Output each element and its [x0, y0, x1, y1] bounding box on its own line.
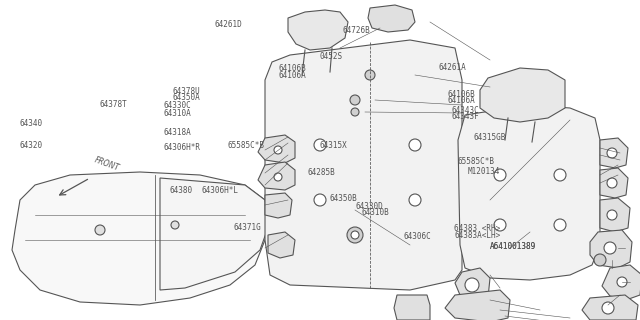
Polygon shape: [600, 168, 628, 198]
Text: 64343C: 64343C: [451, 106, 479, 115]
Text: A641001389: A641001389: [490, 242, 536, 251]
Text: 64285B: 64285B: [307, 168, 335, 177]
Text: 64350A: 64350A: [173, 93, 200, 102]
Text: 64315X: 64315X: [320, 141, 348, 150]
Polygon shape: [600, 138, 628, 168]
Text: 64310A: 64310A: [163, 109, 191, 118]
Polygon shape: [394, 295, 430, 320]
Polygon shape: [282, 210, 365, 265]
Circle shape: [607, 148, 617, 158]
Polygon shape: [600, 198, 630, 232]
Text: 0452S: 0452S: [320, 52, 343, 60]
Polygon shape: [288, 10, 348, 50]
Text: 64106A: 64106A: [278, 71, 306, 80]
Text: 64106A: 64106A: [448, 96, 476, 105]
Circle shape: [465, 278, 479, 292]
Polygon shape: [258, 162, 295, 190]
Text: M120134: M120134: [467, 167, 500, 176]
Circle shape: [274, 173, 282, 181]
Text: 64383A<LH>: 64383A<LH>: [454, 231, 500, 240]
Polygon shape: [445, 290, 510, 320]
Circle shape: [350, 95, 360, 105]
Circle shape: [347, 227, 363, 243]
Text: 64330D: 64330D: [355, 202, 383, 211]
Text: 64306C: 64306C: [403, 232, 431, 241]
Circle shape: [294, 219, 330, 255]
Polygon shape: [160, 178, 270, 290]
Text: 64383 <RH>: 64383 <RH>: [454, 224, 500, 233]
Polygon shape: [258, 135, 295, 163]
Text: 64261A: 64261A: [438, 63, 466, 72]
Circle shape: [95, 225, 105, 235]
Polygon shape: [582, 295, 638, 320]
Text: 65585C*B: 65585C*B: [227, 141, 264, 150]
Polygon shape: [458, 105, 600, 280]
Text: 64330C: 64330C: [163, 101, 191, 110]
Circle shape: [607, 210, 617, 220]
Circle shape: [351, 231, 359, 239]
Circle shape: [317, 219, 353, 255]
Circle shape: [365, 70, 375, 80]
Circle shape: [325, 227, 345, 247]
Text: 64318A: 64318A: [163, 128, 191, 137]
Circle shape: [274, 146, 282, 154]
Polygon shape: [455, 268, 490, 302]
Text: 64306H*L: 64306H*L: [202, 186, 239, 195]
Polygon shape: [480, 68, 565, 122]
Circle shape: [554, 169, 566, 181]
Circle shape: [351, 108, 359, 116]
Circle shape: [617, 277, 627, 287]
Text: 64261D: 64261D: [214, 20, 242, 28]
Text: 64350B: 64350B: [330, 194, 357, 203]
Polygon shape: [265, 193, 292, 218]
Polygon shape: [368, 5, 415, 32]
Text: 64378U: 64378U: [173, 87, 200, 96]
Text: 64106B: 64106B: [448, 90, 476, 99]
Circle shape: [314, 139, 326, 151]
Text: 64378T: 64378T: [99, 100, 127, 108]
Text: 64306H*R: 64306H*R: [163, 143, 200, 152]
Circle shape: [314, 194, 326, 206]
Circle shape: [594, 254, 606, 266]
Text: 64726B: 64726B: [342, 26, 370, 35]
Circle shape: [302, 227, 322, 247]
Text: 64310B: 64310B: [362, 208, 389, 217]
Polygon shape: [265, 40, 462, 290]
Text: 64343F: 64343F: [451, 112, 479, 121]
Text: FRONT: FRONT: [93, 156, 120, 173]
Circle shape: [171, 221, 179, 229]
Polygon shape: [590, 230, 632, 268]
Circle shape: [409, 139, 421, 151]
Polygon shape: [268, 232, 295, 258]
Polygon shape: [12, 172, 270, 305]
Polygon shape: [602, 265, 640, 300]
Text: 64340: 64340: [19, 119, 42, 128]
Text: 64320: 64320: [19, 141, 42, 150]
Circle shape: [494, 219, 506, 231]
Text: 65585C*B: 65585C*B: [458, 157, 495, 166]
Circle shape: [554, 219, 566, 231]
Circle shape: [602, 302, 614, 314]
Text: A641001389: A641001389: [490, 242, 536, 251]
Text: 64371G: 64371G: [234, 223, 261, 232]
Circle shape: [604, 242, 616, 254]
Text: 64315GB: 64315GB: [474, 133, 506, 142]
Text: 64380: 64380: [170, 186, 193, 195]
Circle shape: [494, 169, 506, 181]
Text: 64106B: 64106B: [278, 64, 306, 73]
Circle shape: [409, 194, 421, 206]
Circle shape: [607, 178, 617, 188]
